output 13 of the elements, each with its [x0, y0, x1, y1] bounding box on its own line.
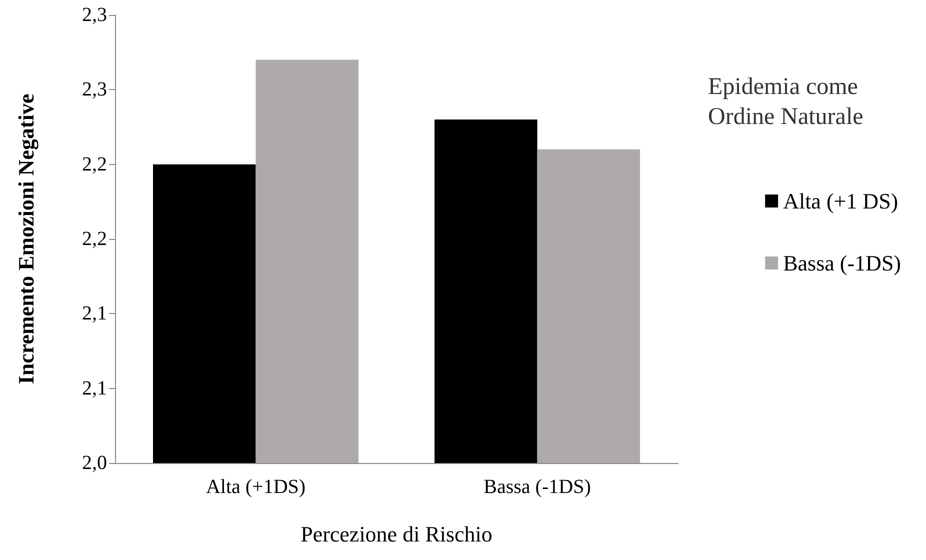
- y-tick-label: 2,3: [82, 78, 107, 101]
- y-tick-label: 2,0: [82, 452, 107, 474]
- y-tick-label: 2,1: [82, 377, 107, 400]
- x-tick-label: Alta (+1DS): [206, 476, 306, 498]
- legend-title: Epidemia come Ordine Naturale: [708, 74, 864, 130]
- y-tick-label: 2,2: [82, 153, 107, 176]
- legend-label: Bassa (-1DS): [783, 250, 902, 276]
- y-axis-title: Incremento Emozioni Negative: [14, 94, 38, 384]
- x-axis-title: Percezione di Rischio: [300, 522, 492, 546]
- legend-label: Alta (+1 DS): [783, 188, 898, 214]
- y-tick-label: 2,1: [82, 302, 107, 325]
- y-tick-label: 2,3: [82, 4, 107, 26]
- y-tick-label: 2,2: [82, 228, 107, 250]
